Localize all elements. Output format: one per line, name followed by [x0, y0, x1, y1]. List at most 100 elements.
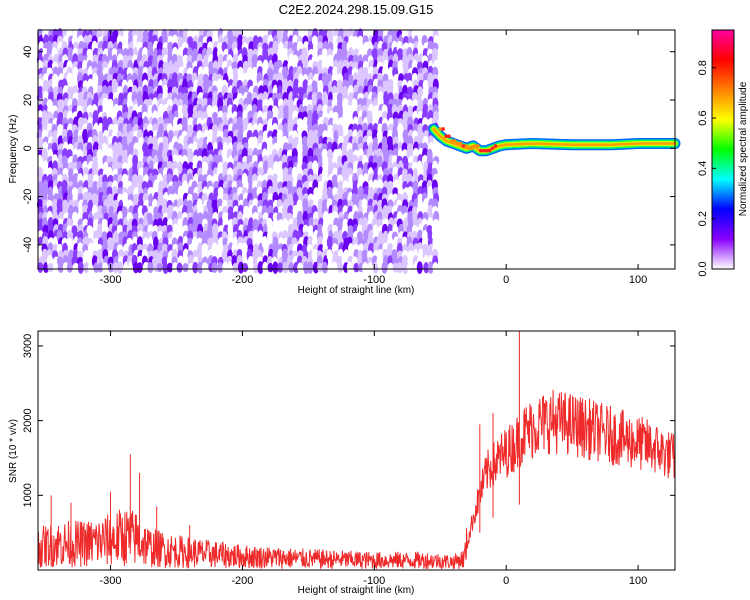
noise-cell — [211, 262, 218, 274]
y-tick-label: -20 — [22, 189, 34, 205]
signal-hotspot — [481, 148, 486, 153]
spectrogram-x-axis-label: Height of straight line (km) — [298, 285, 415, 296]
x-tick-label: -200 — [231, 274, 253, 286]
x-tick-label: -200 — [231, 575, 253, 587]
y-tick-label: 40 — [22, 46, 34, 58]
noise-cell — [182, 262, 189, 273]
snr-panel: -300 -200 -100 0 100 1000 2000 3000 Height of … — [8, 330, 676, 596]
noise-cells — [36, 28, 440, 275]
signal-hotspot — [447, 134, 451, 139]
snr-spikes — [50, 331, 520, 562]
signal-track — [428, 123, 681, 157]
y-tick-label: -40 — [22, 237, 34, 253]
noise-cell — [407, 262, 414, 273]
x-tick-label: -300 — [100, 274, 122, 286]
noise-cell — [346, 261, 353, 274]
y-tick-label: 3000 — [22, 334, 34, 358]
noise-cell — [337, 262, 344, 273]
colorbar-tick-label: 0.2 — [697, 211, 709, 226]
colorbar-ticks: 0.0 0.2 0.4 0.6 0.8 — [697, 60, 716, 277]
y-tick-label: 0 — [22, 145, 34, 151]
noise-cell — [102, 262, 109, 273]
colorbar-label: Normalized spectral amplitude — [738, 81, 749, 216]
noise-cell — [166, 262, 173, 273]
noise-cell — [156, 262, 163, 273]
spectrogram-y-ticks: -40 -20 0 20 40 — [22, 46, 675, 253]
signal-hotspot — [438, 127, 443, 131]
signal-hotspot — [467, 146, 472, 151]
spectrogram-y-axis-label: Frequency (Hz) — [8, 115, 19, 184]
snr-x-ticks: -300 -200 -100 0 100 — [100, 331, 647, 587]
x-tick-label: 0 — [503, 274, 509, 286]
x-tick-label: 100 — [629, 575, 647, 587]
x-tick-label: -300 — [100, 575, 122, 587]
noise-cell — [248, 261, 255, 274]
noise-cell — [147, 262, 154, 274]
noise-cell — [116, 261, 123, 274]
noise-cell — [262, 261, 269, 274]
noise-cell — [57, 262, 64, 273]
signal-hotspot — [487, 148, 492, 153]
noise-cell — [408, 155, 415, 166]
noise-cell — [162, 261, 169, 274]
noise-cell — [53, 262, 60, 273]
noise-cell — [201, 262, 208, 274]
noise-cell — [217, 262, 224, 274]
noise-cell — [387, 262, 394, 273]
noise-cell — [362, 261, 369, 274]
noise-cell — [317, 262, 324, 273]
noise-cell — [176, 262, 183, 273]
noise-cell — [321, 261, 328, 274]
y-tick-label: 20 — [22, 94, 34, 106]
noise-cell — [227, 261, 234, 274]
chart-title: C2E2.2024.298.15.09.G15 — [279, 2, 434, 17]
snr-frame — [37, 330, 676, 571]
noise-cell — [427, 261, 434, 274]
noise-cell — [307, 261, 314, 274]
noise-cell — [77, 261, 84, 274]
noise-cell — [288, 262, 295, 273]
noise-cell — [282, 261, 289, 274]
noise-cell — [172, 262, 179, 274]
noise-cell — [297, 262, 304, 273]
snr-y-ticks: 1000 2000 3000 — [22, 334, 675, 508]
x-tick-label: 0 — [503, 575, 509, 587]
noise-cell — [331, 261, 338, 274]
colorbar-gradient — [712, 30, 734, 269]
noise-cell — [381, 261, 388, 274]
noise-cell — [142, 261, 149, 274]
colorbar: 0.0 0.2 0.4 0.6 0.8 Normalized spectral ampl… — [697, 29, 749, 277]
y-tick-label: 1000 — [22, 483, 34, 507]
x-tick-label: -100 — [363, 274, 385, 286]
noise-cell — [232, 262, 239, 273]
spectrogram-x-ticks: -300 -200 -100 0 100 — [100, 30, 647, 286]
signal-hotspot — [455, 141, 460, 146]
noise-cell — [97, 262, 104, 273]
noise-cell — [396, 261, 403, 274]
noise-cell — [423, 261, 430, 274]
signal-hotspot — [464, 144, 469, 148]
noise-cell — [197, 261, 204, 274]
x-tick-label: 100 — [629, 274, 647, 286]
snr-y-axis-label: SNR (10 * v/v) — [8, 419, 19, 483]
signal-hotspot — [441, 127, 445, 131]
y-tick-label: 2000 — [22, 408, 34, 432]
noise-cell — [277, 262, 284, 273]
noise-cell — [267, 262, 274, 273]
noise-cell — [416, 261, 423, 274]
colorbar-tick-label: 0.4 — [697, 161, 709, 176]
noise-cell — [242, 262, 249, 273]
x-tick-label: -100 — [363, 575, 385, 587]
noise-cell — [83, 262, 90, 274]
noise-cell — [66, 262, 73, 273]
noise-cell — [136, 262, 143, 274]
colorbar-tick-label: 0.6 — [697, 110, 709, 125]
signal-hotspot — [493, 144, 498, 148]
spectrogram-frame — [37, 29, 676, 270]
noise-cell — [192, 261, 199, 274]
noise-cell — [257, 261, 264, 275]
signal-hotspot — [473, 144, 477, 148]
noise-cell — [112, 261, 119, 274]
